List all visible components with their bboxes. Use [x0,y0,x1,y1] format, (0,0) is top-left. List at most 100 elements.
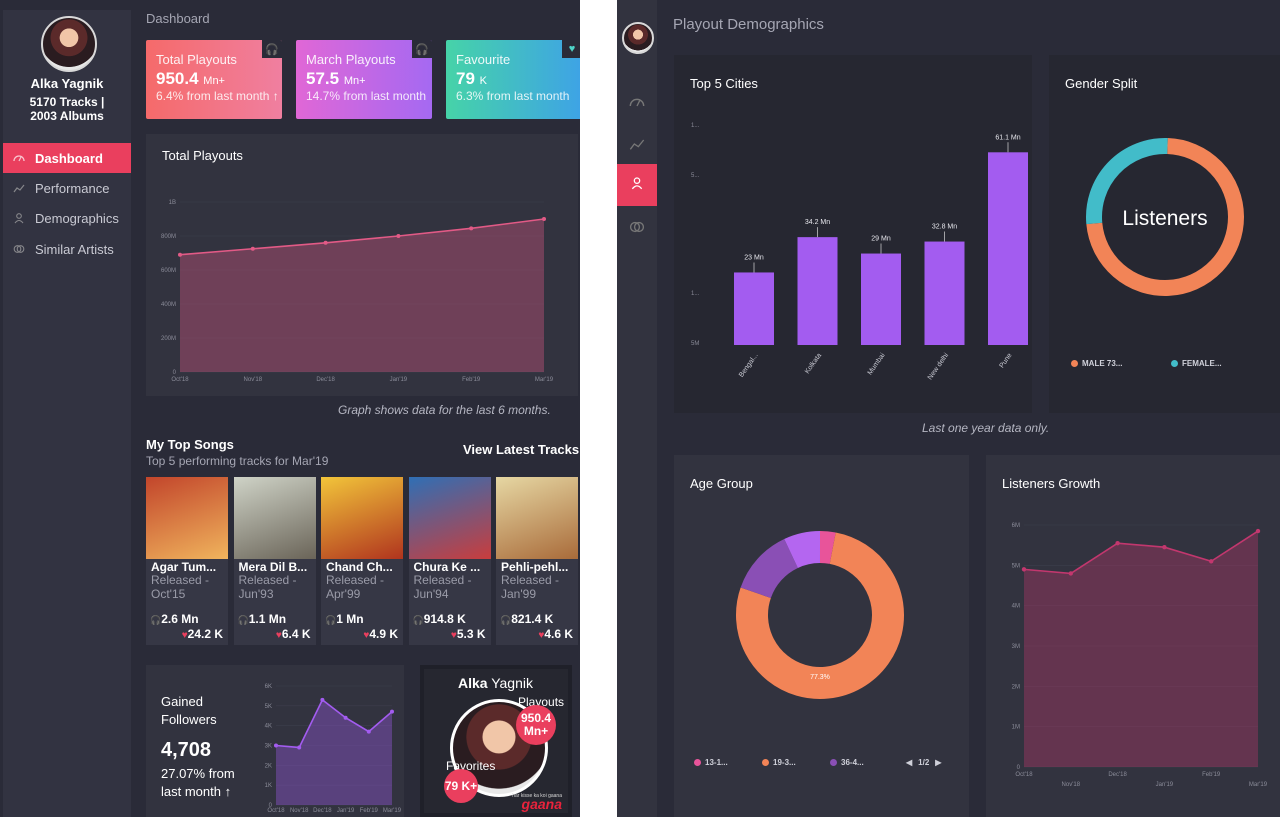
x-tick-label: Oct'18 [267,808,285,814]
data-label: 61.1 Mn [995,134,1020,141]
heart-icon: ♥ [562,40,580,58]
avatar[interactable] [41,16,97,72]
view-latest-tracks-link[interactable]: View Latest Tracks [463,442,580,457]
song-released: Released - Oct'15 [151,573,210,601]
x-tick-label: Oct'18 [171,377,189,383]
data-point [1209,559,1214,564]
favorites-bubble: 79 K+ [444,769,478,803]
x-tick-label: Jan'19 [337,808,355,814]
donut-center-label: Listeners [1122,207,1207,230]
profile-card[interactable]: Alka Yagnik Playouts 950.4 Mn+ Favorites… [420,665,572,817]
song-likes: ♥24.2 K [181,627,223,641]
profile-name: Alka Yagnik [458,675,533,691]
line-chart-icon[interactable] [629,136,645,152]
artist-albums: 2003 Albums [30,109,104,123]
top-cities-chart: 1... 5... 1... 5M 23 Mn Bengal... 34.2 Mn Kolka… [691,123,1028,382]
y-tick-label: 200M [161,336,176,342]
y-tick-label: 5M [1012,563,1020,569]
song-card[interactable]: Chura Ke ... Released - Jun'94 🎧914.8 K … [408,477,491,645]
headphones-icon: 🎧 [412,615,424,625]
headphones-icon: 🎧 [262,40,282,58]
total-playouts-panel: Total Playouts 1B 800M 600M 400M 200M 0 Oct'18… [146,134,578,396]
overlap-circles-icon [13,243,25,255]
sidebar: Alka Yagnik 5170 Tracks | 2003 Albums Da… [3,10,131,817]
nav-item-similar-artists[interactable]: Similar Artists [3,234,131,264]
legend-item-male[interactable]: MALE 73... [1071,359,1122,368]
series-line [179,218,545,256]
y-tick-label: 0 [1017,765,1021,771]
song-plays: 🎧1 Mn [325,612,364,626]
song-released: Released - Jun'93 [238,573,297,601]
kpi-value: 79 K [456,69,487,88]
song-card[interactable]: Agar Tum... Released - Oct'15 🎧2.6 Mn ♥2… [146,477,228,645]
song-card[interactable]: Pehli-pehl... Released - Jan'99 🎧821.4 K… [496,477,578,645]
song-likes: ♥4.9 K [363,627,398,641]
legend-item-female[interactable]: FEMALE... [1171,359,1222,368]
x-tick-label: Nov'18 [1062,782,1081,788]
kpi-title: Favourite [456,52,511,67]
song-plays: 🎧2.6 Mn [150,612,199,626]
song-title: Mera Dil B... [238,560,308,574]
chart-caption: Graph shows data for the last 6 months. [338,403,551,417]
song-plays: 🎧914.8 K [412,612,466,626]
top-cities-panel: Top 5 Cities 1... 5... 1... 5M 23 Mn Bengal..… [674,55,1032,413]
overlap-circles-icon[interactable] [629,219,645,235]
demographics-screen: Playout Demographics Top 5 Cities 1... 5.… [617,0,1280,817]
x-tick-label: Nov'18 [244,377,263,383]
data-point [1021,567,1027,572]
nav-item-performance[interactable]: Performance [3,173,131,203]
nav-item-demographics[interactable] [617,164,657,206]
gaana-logo: gaana [521,796,562,812]
data-point [1068,571,1073,576]
x-tick-label: Jan'19 [390,377,408,383]
heart-icon: ♥ [363,630,370,641]
person-icon [630,176,644,195]
legend-item-age-13[interactable]: 13-1... [694,758,728,767]
artist-tracks: 5170 Tracks | [29,95,105,109]
avatar[interactable] [622,22,654,54]
y-tick-label: 1... [691,123,700,129]
album-cover[interactable] [408,477,491,559]
album-cover[interactable] [233,477,316,559]
x-tick-label: Nov'18 [290,808,309,814]
chart-title: Gender Split [1065,76,1138,91]
y-tick-label: 0 [173,370,177,376]
album-cover[interactable] [146,477,228,559]
x-tick-label: Feb'19 [1202,772,1221,778]
data-point [542,217,546,221]
y-tick-label: 1M [1012,725,1020,731]
data-point [1255,528,1261,534]
x-tick-label: New delhi [927,352,951,382]
bar [797,237,838,345]
kpi-card-march-playouts[interactable]: 🎧 March Playouts 57.5 Mn+ 14.7% from las… [296,40,432,119]
song-card[interactable]: Mera Dil B... Released - Jun'93 🎧1.1 Mn … [233,477,316,645]
data-point [366,729,371,734]
donut-slice [1086,138,1244,296]
legend-item-age-19[interactable]: 19-3... [762,758,796,767]
kpi-card-favourite[interactable]: ♥ Favourite 79 K 6.3% from last month [446,40,580,119]
y-tick-label: 1... [691,291,700,297]
nav-item-demographics[interactable]: Demographics [3,203,131,233]
nav-item-dashboard[interactable]: Dashboard [3,143,131,173]
top-songs-title: My Top Songs [146,437,234,452]
legend-item-age-36[interactable]: 36-4... [830,758,864,767]
kpi-card-total-playouts[interactable]: 🎧 Total Playouts 950.4 Mn+ 6.4% from las… [146,40,282,119]
song-released: Released - Jan'99 [501,573,560,601]
heart-icon: ♥ [450,630,457,641]
album-cover[interactable] [321,477,403,559]
song-plays: 🎧821.4 K [500,612,554,626]
data-point [469,226,474,231]
y-tick-label: 3M [1012,644,1020,650]
album-cover[interactable] [496,477,578,559]
song-likes: ♥6.4 K [275,627,311,641]
y-tick-label: 0 [269,803,273,809]
song-released: Released - Jun'94 [413,573,472,601]
y-tick-label: 400M [161,302,176,308]
song-card[interactable]: Chand Ch... Released - Apr'99 🎧1 Mn ♥4.9… [321,477,403,645]
gauge-icon[interactable] [629,94,645,110]
next-page-icon[interactable]: ▶ [935,758,942,767]
data-point [323,240,328,245]
headphones-icon: 🎧 [412,40,432,58]
prev-page-icon[interactable]: ◀ [906,758,913,767]
